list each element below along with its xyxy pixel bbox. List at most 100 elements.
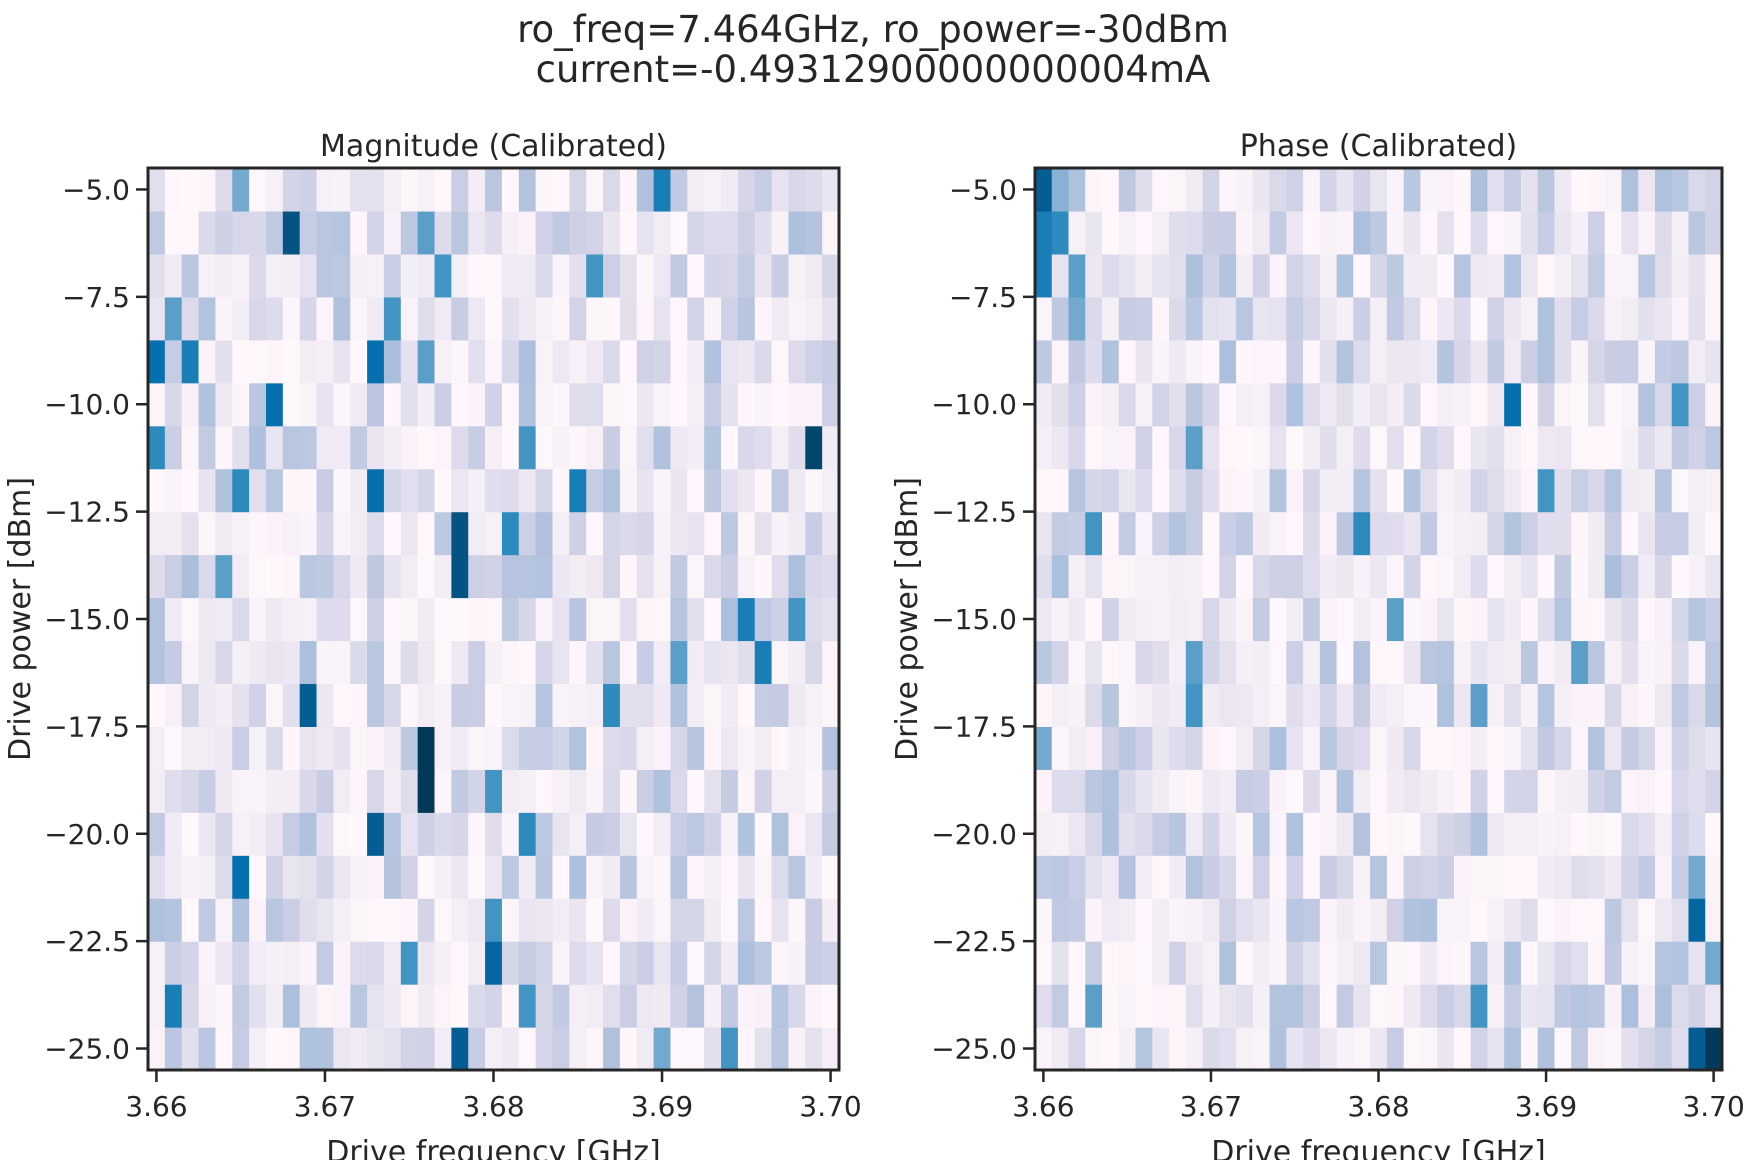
heatmap-cell bbox=[535, 683, 554, 727]
y-tick-label: −17.5 bbox=[931, 710, 1017, 743]
heatmap-cell bbox=[822, 339, 840, 384]
x-tick-label: 3.66 bbox=[1012, 1090, 1074, 1123]
heatmap-cell bbox=[501, 168, 520, 212]
heatmap-cell bbox=[1537, 898, 1556, 942]
heatmap-cell bbox=[1621, 769, 1639, 813]
heatmap-cell bbox=[1403, 855, 1421, 899]
heatmap-cell bbox=[518, 812, 537, 856]
heatmap-cell bbox=[1353, 425, 1371, 470]
heatmap-cell bbox=[603, 511, 621, 556]
heatmap-cell bbox=[569, 726, 587, 770]
heatmap-cell bbox=[400, 253, 419, 298]
heatmap-cell bbox=[383, 683, 402, 727]
heatmap-cell bbox=[1169, 382, 1187, 427]
heatmap-cell bbox=[754, 597, 773, 642]
heatmap-cell bbox=[434, 726, 452, 770]
heatmap-cell bbox=[316, 683, 334, 727]
heatmap-cell bbox=[670, 296, 688, 341]
heatmap-cell bbox=[1252, 984, 1271, 1028]
heatmap-cell bbox=[1118, 554, 1137, 599]
heatmap-cell bbox=[1437, 1027, 1455, 1071]
heatmap-cell bbox=[1102, 339, 1120, 384]
heatmap-cell bbox=[1621, 812, 1639, 856]
heatmap-cell bbox=[417, 898, 436, 942]
heatmap-cell bbox=[603, 382, 621, 427]
heatmap-cell bbox=[249, 425, 267, 470]
heatmap-cell bbox=[1654, 1027, 1673, 1071]
heatmap-cell bbox=[653, 812, 672, 856]
heatmap-cell bbox=[383, 382, 402, 427]
heatmap-cell bbox=[1152, 984, 1170, 1028]
heatmap-cell bbox=[1236, 941, 1254, 985]
heatmap-cell bbox=[282, 168, 301, 212]
heatmap-cell bbox=[552, 898, 570, 942]
heatmap-cell bbox=[1035, 683, 1053, 727]
heatmap-cell bbox=[1453, 597, 1472, 642]
heatmap-cell bbox=[1386, 597, 1405, 642]
heatmap-cell bbox=[383, 941, 402, 985]
heatmap-cell bbox=[1185, 554, 1204, 599]
heatmap-cell bbox=[1102, 168, 1120, 212]
heatmap-cell bbox=[1353, 468, 1371, 513]
heatmap-cell bbox=[619, 210, 638, 255]
heatmap-cell bbox=[1604, 339, 1623, 384]
heatmap-cell bbox=[1118, 812, 1137, 856]
heatmap-cell bbox=[1604, 168, 1623, 212]
heatmap-cell bbox=[636, 339, 655, 384]
heatmap-cell bbox=[737, 511, 756, 556]
heatmap-cell bbox=[518, 554, 537, 599]
heatmap-cell bbox=[1051, 726, 1070, 770]
heatmap-cell bbox=[400, 554, 419, 599]
heatmap-cell bbox=[232, 168, 250, 212]
heatmap-cell bbox=[721, 726, 739, 770]
heatmap-cell bbox=[687, 554, 705, 599]
heatmap-cell bbox=[1068, 812, 1086, 856]
heatmap-cell bbox=[164, 210, 183, 255]
heatmap-cell bbox=[1654, 468, 1673, 513]
heatmap-cell bbox=[771, 168, 790, 212]
heatmap-cell bbox=[1671, 855, 1690, 899]
heatmap-cell bbox=[687, 296, 705, 341]
heatmap-cell bbox=[1118, 640, 1137, 685]
heatmap-cell bbox=[1705, 769, 1723, 813]
heatmap-cell bbox=[1353, 812, 1371, 856]
heatmap-cell bbox=[1470, 168, 1489, 212]
heatmap-cell bbox=[1169, 210, 1187, 255]
heatmap-cell bbox=[1587, 253, 1606, 298]
heatmap-cell bbox=[788, 1027, 806, 1071]
heatmap-cell bbox=[1621, 597, 1639, 642]
heatmap-cell bbox=[670, 511, 688, 556]
heatmap-cell bbox=[535, 511, 554, 556]
heatmap-cell bbox=[333, 1027, 351, 1071]
heatmap-cell bbox=[333, 941, 351, 985]
heatmap-cell bbox=[282, 683, 301, 727]
heatmap-cell bbox=[1403, 554, 1421, 599]
heatmap-cell bbox=[754, 941, 773, 985]
heatmap-cell bbox=[704, 984, 722, 1028]
heatmap-cell bbox=[1353, 726, 1371, 770]
heatmap-cell bbox=[367, 984, 385, 1028]
heatmap-cell bbox=[1135, 812, 1153, 856]
heatmap-cell bbox=[518, 253, 537, 298]
heatmap-cell bbox=[704, 296, 722, 341]
heatmap-cell bbox=[1035, 812, 1053, 856]
heatmap-cell bbox=[198, 769, 217, 813]
heatmap-cell bbox=[754, 253, 773, 298]
heatmap-cell bbox=[1219, 296, 1237, 341]
heatmap-cell bbox=[822, 253, 840, 298]
heatmap-cell bbox=[164, 941, 183, 985]
heatmap-cell bbox=[704, 425, 722, 470]
heatmap-cell bbox=[282, 253, 301, 298]
heatmap-cell bbox=[805, 210, 823, 255]
heatmap-cell bbox=[468, 898, 486, 942]
heatmap-cell bbox=[485, 812, 503, 856]
heatmap-cell bbox=[148, 984, 166, 1028]
heatmap-cell bbox=[1386, 382, 1405, 427]
heatmap-cell bbox=[451, 511, 469, 556]
heatmap-cell bbox=[1671, 210, 1690, 255]
heatmap-cell bbox=[535, 425, 554, 470]
heatmap-cell bbox=[1051, 941, 1070, 985]
heatmap-cell bbox=[1604, 769, 1623, 813]
heatmap-cell bbox=[1051, 855, 1070, 899]
heatmap-cell bbox=[350, 168, 368, 212]
